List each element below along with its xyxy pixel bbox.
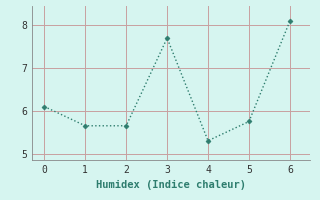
X-axis label: Humidex (Indice chaleur): Humidex (Indice chaleur) — [96, 180, 246, 190]
